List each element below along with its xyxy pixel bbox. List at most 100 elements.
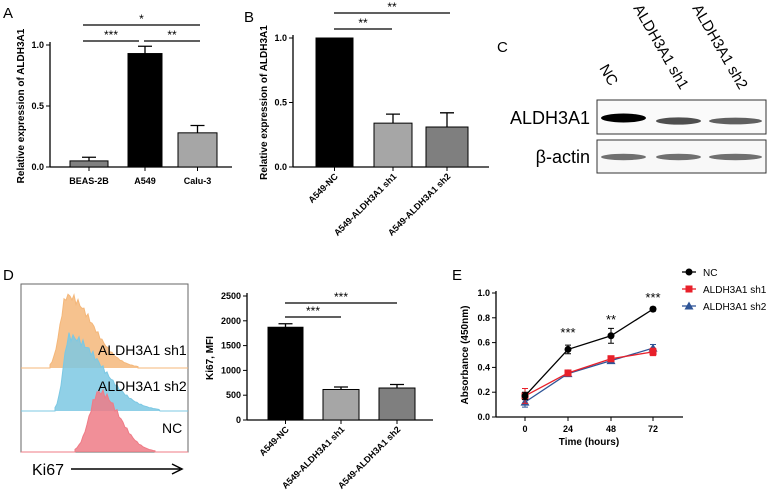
- bar-A549-ALDH3A1 sh1: [322, 388, 360, 421]
- bar-BEAS-2B: [69, 160, 109, 168]
- bar-A549-ALDH3A1 sh2: [425, 126, 469, 168]
- x-tick-label: 72: [648, 424, 658, 434]
- significance-label: **: [606, 312, 616, 327]
- x-tick-label: BEAS-2B: [69, 176, 109, 186]
- band: [656, 117, 701, 125]
- blot-row-label-actin: β-actin: [536, 147, 590, 167]
- panel-label-a: A: [3, 5, 13, 22]
- significance-label: ***: [334, 290, 348, 304]
- band: [601, 153, 646, 161]
- y-tick-label: 1500: [221, 341, 241, 351]
- bar-chart-B: 0.0 0.5 1.0 Relative expression of ALDH3A1 A…: [259, 0, 489, 238]
- error-bar: [386, 113, 400, 124]
- x-tick-label: Calu-3: [184, 176, 212, 186]
- blot-row-label-aldh3a1: ALDH3A1: [510, 108, 590, 128]
- arrow-head-icon: [171, 463, 184, 475]
- marker-circle: [521, 392, 529, 400]
- histogram-label-sh1: ALDH3A1 sh1: [98, 342, 187, 358]
- y-tick-label: 0.2: [477, 387, 490, 397]
- marker-circle: [685, 268, 693, 276]
- marker-square: [564, 369, 572, 377]
- series-line: [524, 347, 654, 403]
- panel-label-c: C: [497, 39, 508, 56]
- flow-histogram: ALDH3A1 sh1 ALDH3A1 sh2 NC Ki67: [20, 283, 189, 479]
- histogram-axis-label: Ki67: [32, 462, 64, 479]
- y-tick-label: 1.0: [477, 288, 490, 298]
- series-ALDH3A1-sh2: [520, 343, 658, 408]
- significance-label: ***: [560, 325, 575, 340]
- y-tick-label: 2000: [221, 316, 241, 326]
- marker-circle: [649, 305, 657, 313]
- x-tick-label: A549-ALDH3A1 sh2: [336, 424, 402, 490]
- histogram-sh1: [21, 293, 188, 369]
- series-ALDH3A1-sh1: [521, 347, 657, 404]
- error-bar: [190, 124, 205, 133]
- histogram-nc: [21, 388, 188, 453]
- legend-label: NC: [703, 268, 717, 279]
- bar-A549-ALDH3A1 sh2: [378, 387, 416, 421]
- legend-label: ALDH3A1 sh1: [703, 285, 767, 296]
- error-bar: [334, 386, 348, 390]
- bar-chart-A: 0.0 0.5 1.0 Relative expression of ALDH3A1 B…: [16, 12, 232, 186]
- lane-label-sh2: ALDH3A1 sh2: [689, 2, 751, 93]
- significance-label: **: [387, 0, 397, 14]
- y-tick-label: 0.0: [477, 412, 490, 422]
- y-tick-label: 1000: [221, 365, 241, 375]
- band: [709, 153, 762, 161]
- x-tick-label: 48: [606, 424, 616, 434]
- y-axis-label: Absorbance (450nm): [460, 306, 471, 405]
- significance-label: ***: [645, 290, 660, 305]
- significance-label: ***: [104, 28, 118, 42]
- x-tick-label: 24: [563, 424, 573, 434]
- significance-label: **: [358, 16, 368, 30]
- error-bar: [82, 156, 96, 161]
- x-axis-label: Time (hours): [559, 437, 619, 448]
- histogram-sh2: [21, 332, 188, 412]
- legend-item: NC: [682, 268, 717, 279]
- bar-Calu-3: [177, 132, 218, 168]
- y-tick-label: 2500: [221, 291, 241, 301]
- band: [601, 113, 646, 123]
- significance-label: ***: [306, 304, 320, 318]
- y-tick-label: 1.0: [274, 33, 287, 43]
- marker-square: [649, 348, 657, 356]
- lane-label-sh1: ALDH3A1 sh1: [630, 2, 692, 93]
- x-tick-label: A549-ALDH3A1 sh1: [280, 424, 346, 490]
- marker-triangle: [684, 301, 694, 310]
- y-tick-label: 0.4: [477, 362, 490, 372]
- y-tick-label: 0.6: [477, 338, 490, 348]
- histogram-label-sh2: ALDH3A1 sh2: [98, 378, 187, 394]
- x-tick-label: 0: [522, 424, 527, 434]
- y-tick-label: 0: [236, 415, 241, 425]
- y-axis-label: Ki67, MFI: [205, 336, 216, 380]
- y-tick-label: 0.5: [274, 98, 287, 108]
- error-bar: [390, 383, 404, 389]
- series-NC: [521, 305, 657, 401]
- y-tick-label: 0.0: [274, 162, 287, 172]
- y-tick-label: 0.8: [477, 313, 490, 323]
- panel-label-d: D: [3, 267, 14, 284]
- y-tick-label: 1.0: [31, 40, 44, 50]
- legend-label: ALDH3A1 sh2: [703, 302, 767, 313]
- y-tick-label: 0.5: [31, 101, 44, 111]
- error-bar: [440, 112, 454, 128]
- y-tick-label: 500: [226, 390, 241, 400]
- histogram-label-nc: NC: [162, 420, 182, 436]
- panel-label-e: E: [452, 267, 462, 284]
- y-tick-label: 0.0: [31, 162, 44, 172]
- marker-circle: [607, 332, 615, 340]
- marker-circle: [564, 345, 572, 353]
- band: [656, 153, 701, 161]
- x-tick-label: A549-NC: [257, 424, 291, 458]
- series-line: [524, 351, 654, 397]
- legend-item: ALDH3A1 sh2: [682, 301, 767, 313]
- error-bar: [138, 45, 152, 54]
- series-line: [524, 308, 654, 397]
- western-blot: NC ALDH3A1 sh1 ALDH3A1 sh2 ALDH3A1 β-act…: [510, 2, 767, 174]
- x-tick-label: A549-NC: [306, 171, 340, 205]
- panel-label-b: B: [244, 9, 254, 26]
- significance-label: *: [139, 12, 144, 26]
- y-axis-label: Relative expression of ALDH3A1: [16, 28, 27, 183]
